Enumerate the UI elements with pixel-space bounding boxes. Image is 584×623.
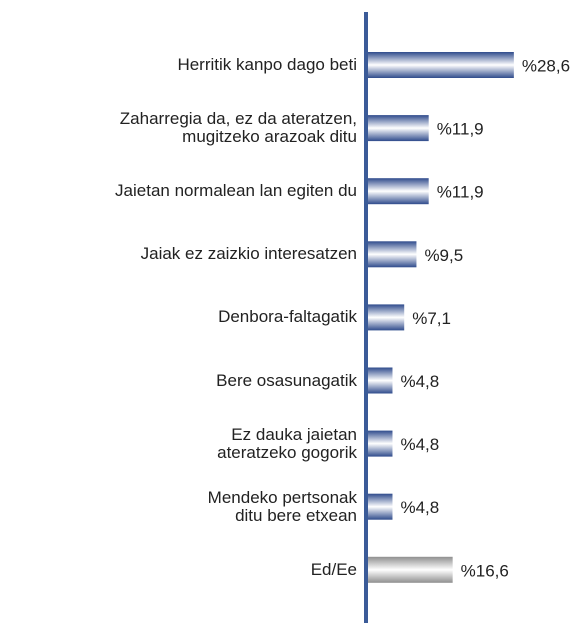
bar: [368, 493, 393, 520]
bar: [368, 115, 429, 142]
bar: [368, 430, 393, 457]
category-label: Zaharregia da, ez da ateratzen, mugitzek…: [119, 109, 357, 147]
category-label: Bere osasunagatik: [216, 370, 357, 390]
bar: [368, 304, 405, 331]
value-label: %4,8: [400, 498, 439, 517]
category-label: Mendeko pertsonak ditu bere etxean: [207, 487, 357, 525]
value-label: %28,6: [522, 56, 570, 75]
category-label: Jaiak ez zaizkio interesatzen: [140, 244, 357, 264]
value-label: %4,8: [400, 435, 439, 454]
bar: [368, 178, 429, 205]
value-label: %16,6: [461, 561, 509, 580]
value-label: %4,8: [400, 372, 439, 391]
axis-line: [364, 12, 368, 623]
category-label: Ed/Ee: [310, 559, 357, 579]
category-label: Jaietan normalean lan egiten du: [115, 181, 357, 201]
bar: [368, 367, 393, 394]
category-label: Ez dauka jaietan ateratzeko gogorik: [217, 424, 357, 462]
bar: [368, 241, 417, 268]
category-label: Herritik kanpo dago beti: [177, 55, 357, 74]
value-label: %7,1: [412, 309, 451, 328]
bar: [368, 556, 453, 583]
bar: [368, 52, 514, 78]
value-label: %11,9: [437, 183, 484, 202]
value-label: %9,5: [424, 246, 463, 265]
value-label: %11,9: [437, 120, 484, 139]
category-label: Denbora-faltagatik: [218, 307, 357, 327]
